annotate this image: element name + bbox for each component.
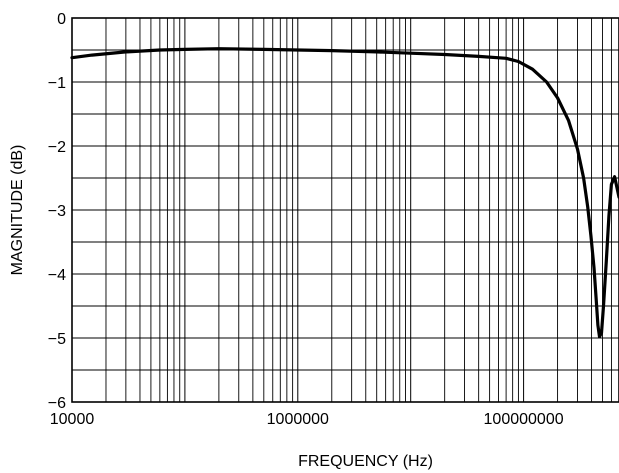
grid: [71, 17, 619, 403]
y-tick-label: 0: [57, 11, 66, 28]
x-tick-label: 1000000: [267, 411, 329, 428]
x-axis-label: FREQUENCY (Hz): [298, 453, 433, 470]
y-axis-label: MAGNITUDE (dB): [9, 145, 26, 276]
plot-frame: [71, 17, 619, 403]
y-tick-label: −5: [48, 331, 66, 348]
x-tick-label: 10000: [50, 411, 95, 428]
series-line: [70, 47, 619, 339]
y-tick-label: −2: [48, 139, 66, 156]
x-tick-label: 100000000: [484, 411, 564, 428]
y-tick-label: −4: [48, 267, 66, 284]
y-tick-label: −1: [48, 75, 66, 92]
y-tick-label: −6: [48, 395, 66, 412]
y-tick-label: −3: [48, 203, 66, 220]
